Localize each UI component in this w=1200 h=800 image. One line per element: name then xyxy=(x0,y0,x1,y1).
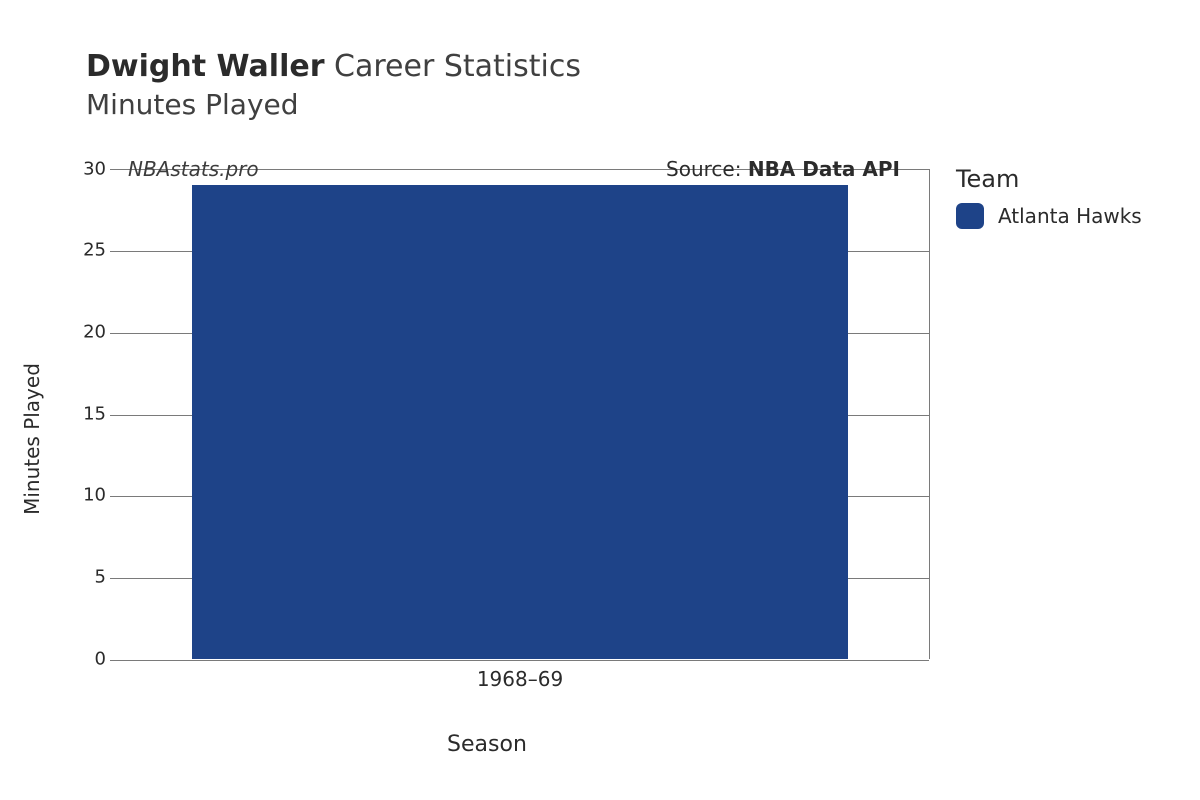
source-credit: Source: NBA Data API xyxy=(666,157,900,181)
title-suffix: Career Statistics xyxy=(334,49,581,84)
watermark-text: NBAstats.pro xyxy=(128,157,259,181)
x-tick-label: 1968–69 xyxy=(477,667,563,691)
y-tick-label: 0 xyxy=(82,648,106,669)
y-tick-label: 20 xyxy=(82,321,106,342)
chart-row: NBAstats.pro Source: NBA Data API Minute… xyxy=(40,139,1160,739)
legend-items: Atlanta Hawks xyxy=(956,203,1160,229)
data-bar xyxy=(192,185,848,659)
legend-label: Atlanta Hawks xyxy=(998,204,1142,228)
chart-page: Dwight Waller Career Statistics Minutes … xyxy=(0,0,1200,800)
y-tick-label: 30 xyxy=(82,158,106,179)
x-axis-label: Season xyxy=(447,732,527,757)
plot-region xyxy=(110,169,930,659)
y-tick-label: 25 xyxy=(82,240,106,261)
grid-line xyxy=(110,660,929,661)
legend-swatch xyxy=(956,203,984,229)
player-name: Dwight Waller xyxy=(86,49,325,84)
source-prefix: Source: xyxy=(666,157,748,181)
legend: Team Atlanta Hawks xyxy=(956,165,1160,229)
y-tick-label: 10 xyxy=(82,485,106,506)
chart-title-block: Dwight Waller Career Statistics Minutes … xyxy=(86,48,1160,121)
source-name: NBA Data API xyxy=(748,157,900,181)
y-axis-label: Minutes Played xyxy=(20,363,44,515)
chart-subtitle: Minutes Played xyxy=(86,88,1160,121)
chart-title-line1: Dwight Waller Career Statistics xyxy=(86,48,1160,86)
y-tick-label: 15 xyxy=(82,403,106,424)
legend-title: Team xyxy=(956,165,1160,193)
y-tick-label: 5 xyxy=(82,566,106,587)
legend-item: Atlanta Hawks xyxy=(956,203,1160,229)
chart-area: NBAstats.pro Source: NBA Data API Minute… xyxy=(40,139,934,739)
